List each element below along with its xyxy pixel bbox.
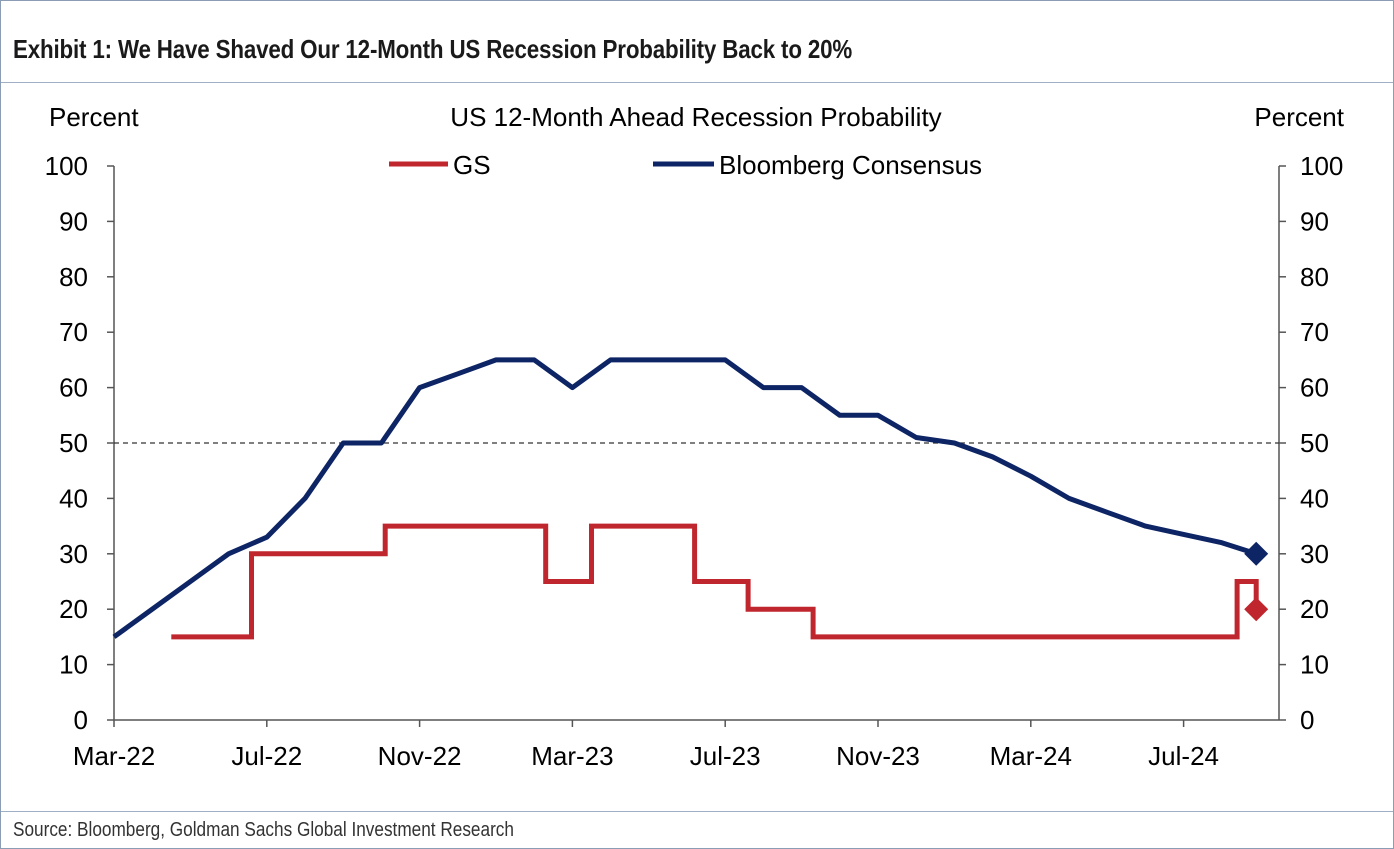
right-axis-label: Percent	[1254, 102, 1344, 132]
title-divider	[1, 82, 1393, 83]
y-tick-label-left: 20	[59, 594, 88, 624]
legend-label-bloomberg: Bloomberg Consensus	[719, 150, 982, 180]
left-axis-label: Percent	[49, 102, 139, 132]
y-tick-label-left: 0	[74, 705, 88, 735]
y-tick-label-left: 80	[59, 262, 88, 292]
y-tick-label-right: 30	[1300, 539, 1329, 569]
x-tick-label: Jul-24	[1148, 741, 1219, 771]
y-tick-label-left: 70	[59, 317, 88, 347]
y-tick-label-right: 50	[1300, 428, 1329, 458]
y-tick-label-right: 60	[1300, 373, 1329, 403]
y-tick-label-right: 10	[1300, 650, 1329, 680]
y-tick-label-left: 40	[59, 483, 88, 513]
x-tick-label: Jul-23	[690, 741, 761, 771]
y-tick-label-right: 20	[1300, 594, 1329, 624]
y-tick-label-right: 100	[1300, 151, 1343, 181]
x-tick-label: Mar-23	[531, 741, 613, 771]
y-tick-label-left: 50	[59, 428, 88, 458]
exhibit-title: Exhibit 1: We Have Shaved Our 12-Month U…	[13, 34, 853, 64]
x-tick-label: Nov-22	[378, 741, 462, 771]
source-note: Source: Bloomberg, Goldman Sachs Global …	[13, 819, 514, 841]
y-tick-label-right: 70	[1300, 317, 1329, 347]
plot-area	[112, 357, 1269, 640]
y-tick-label-right: 90	[1300, 206, 1329, 236]
axes: 0 0 10 10 20 20 30 30 40 40 50 50 60 60 70 70 80 80 90 90 10…	[45, 151, 1344, 771]
legend-label-gs: GS	[453, 150, 491, 180]
x-tick-label: Nov-23	[836, 741, 920, 771]
last-value-marker-bloomberg-consensus	[1244, 541, 1269, 566]
y-tick-label-left: 90	[59, 206, 88, 236]
recession-probability-chart: Percent US 12-Month Ahead Recession Prob…	[45, 102, 1345, 771]
y-tick-label-left: 30	[59, 539, 88, 569]
y-tick-label-right: 40	[1300, 483, 1329, 513]
y-tick-label-left: 60	[59, 373, 88, 403]
x-tick-label: Jul-22	[231, 741, 302, 771]
y-tick-label-left: 10	[59, 650, 88, 680]
legend: GS Bloomberg Consensus	[389, 150, 982, 180]
chart-title: US 12-Month Ahead Recession Probability	[450, 102, 941, 132]
y-tick-label-left: 100	[45, 151, 88, 181]
x-tick-label: Mar-22	[73, 741, 155, 771]
y-tick-label-right: 80	[1300, 262, 1329, 292]
series-line-gs	[171, 523, 1259, 640]
footer-divider	[1, 811, 1393, 812]
series-line-bloomberg-consensus	[112, 357, 1257, 639]
x-tick-label: Mar-24	[990, 741, 1072, 771]
last-value-marker-gs	[1244, 597, 1269, 622]
y-tick-label-right: 0	[1300, 705, 1314, 735]
